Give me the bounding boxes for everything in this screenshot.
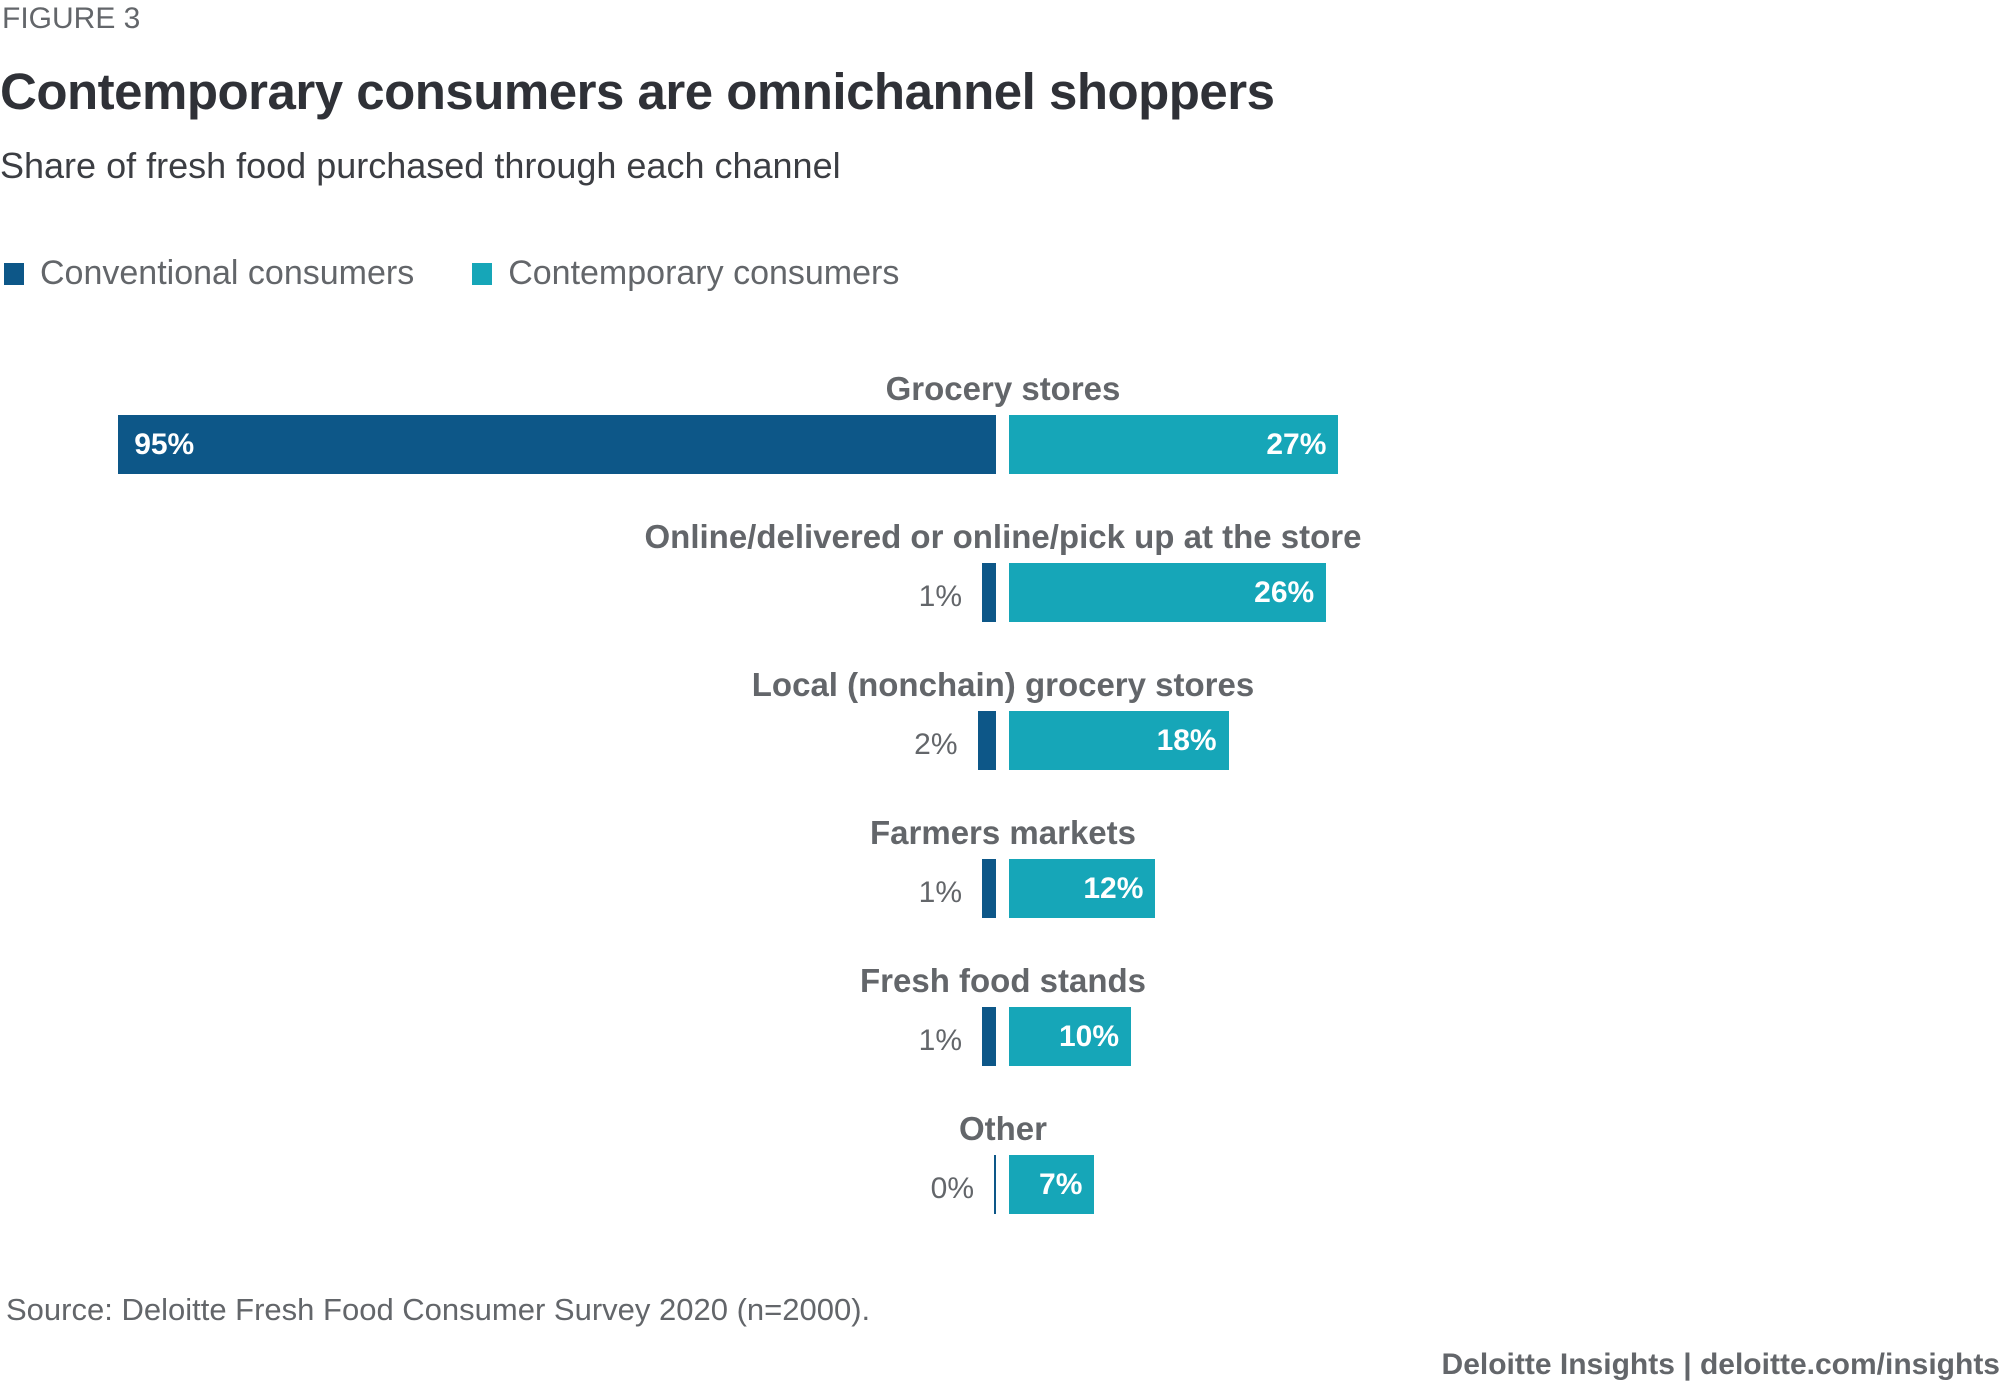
- bar-contemporary: [1009, 1007, 1131, 1066]
- bar-conventional: [982, 859, 996, 918]
- figure-label: FIGURE 3: [2, 2, 141, 35]
- legend-item-conventional: Conventional consumers: [4, 254, 414, 293]
- value-label-contemporary: 10%: [1058, 1020, 1119, 1053]
- bar-conventional: [977, 711, 996, 770]
- bar-contemporary: [1009, 415, 1339, 474]
- bar-conventional: [994, 1155, 996, 1214]
- category-label: Local (nonchain) grocery stores: [751, 666, 1255, 703]
- category-label: Other: [958, 1110, 1048, 1147]
- value-label-conventional: 1%: [918, 876, 962, 909]
- value-label-contemporary: 18%: [1156, 724, 1217, 757]
- chart-subtitle: Share of fresh food purchased through ea…: [0, 145, 841, 186]
- legend: Conventional consumers Contemporary cons…: [4, 254, 899, 293]
- value-label-conventional: 2%: [914, 728, 958, 761]
- bar-contemporary: [1009, 711, 1229, 770]
- bar-conventional: [982, 563, 996, 622]
- value-label-conventional: 95%: [134, 428, 195, 461]
- category-label: Online/delivered or online/pick up at th…: [644, 518, 1362, 555]
- footer-credit: Deloitte Insights | deloitte.com/insight…: [1441, 1348, 2000, 1381]
- legend-swatch-conventional: [4, 262, 24, 285]
- value-label-contemporary: 26%: [1254, 576, 1315, 609]
- source-note: Source: Deloitte Fresh Food Consumer Sur…: [6, 1292, 871, 1327]
- value-label-contemporary: 12%: [1083, 872, 1144, 905]
- legend-swatch-contemporary: [472, 262, 493, 285]
- category-label: Grocery stores: [885, 370, 1121, 407]
- legend-item-contemporary: Contemporary consumers: [472, 254, 899, 293]
- value-label-conventional: 1%: [918, 580, 962, 613]
- bar-contemporary: [1009, 859, 1156, 918]
- legend-label-contemporary: Contemporary consumers: [508, 254, 900, 292]
- legend-label-conventional: Conventional consumers: [40, 254, 415, 292]
- value-label-contemporary: 7%: [1039, 1168, 1083, 1201]
- value-label-contemporary: 27%: [1266, 428, 1327, 461]
- value-label-conventional: 1%: [918, 1024, 962, 1057]
- bar-contemporary: [1009, 1155, 1095, 1214]
- bar-conventional: [118, 415, 996, 474]
- bar-contemporary: [1009, 563, 1327, 622]
- bar-conventional: [982, 1007, 996, 1066]
- category-label: Fresh food stands: [859, 962, 1147, 999]
- value-label-conventional: 0%: [930, 1172, 974, 1205]
- chart-title: Contemporary consumers are omnichannel s…: [0, 63, 1275, 120]
- category-label: Farmers markets: [870, 814, 1136, 851]
